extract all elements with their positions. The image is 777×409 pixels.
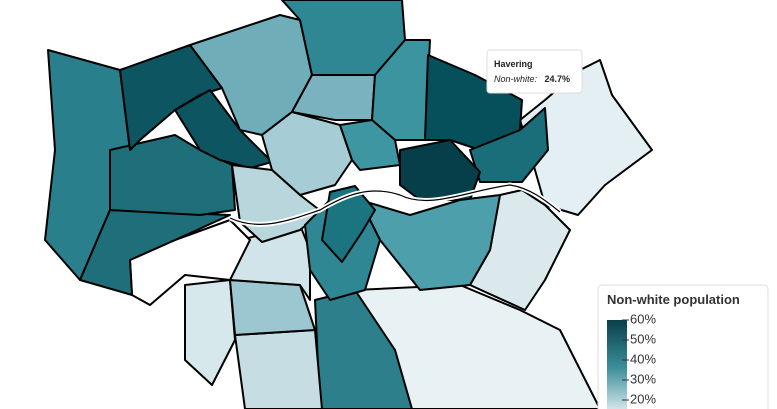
tooltip-value: 24.7%: [544, 74, 570, 84]
tooltip-line: Non-white: 24.7%: [494, 69, 570, 86]
borough[interactable]: [321, 185, 376, 263]
borough[interactable]: [109, 134, 236, 216]
borough[interactable]: [129, 219, 251, 306]
legend: Non-white population 60% 50% 40% 30% 20%: [597, 284, 769, 409]
borough[interactable]: [174, 89, 273, 169]
borough[interactable]: [234, 329, 323, 409]
boroughs: [44, 0, 653, 409]
tooltip-label: Non-white:: [494, 74, 538, 84]
legend-gradient: [607, 320, 627, 409]
legend-tick-label: 20%: [630, 391, 656, 406]
borough[interactable]: [469, 107, 549, 183]
legend-title: Non-white population: [607, 292, 740, 307]
legend-tick-label: 60%: [630, 311, 656, 326]
tooltip-title: Havering: [494, 59, 533, 69]
borough[interactable]: [399, 139, 481, 201]
legend-tick-label: 40%: [630, 351, 656, 366]
legend-box: [597, 284, 769, 409]
legend-tick-label: 50%: [630, 331, 656, 346]
legend-tick-label: 30%: [630, 371, 656, 386]
tooltip-box: [486, 49, 583, 94]
river-edge: [229, 184, 561, 225]
borough[interactable]: [184, 279, 236, 386]
borough[interactable]: [359, 194, 501, 291]
tooltip: Havering Non-white: 24.7%: [486, 49, 583, 94]
borough[interactable]: [291, 74, 376, 121]
